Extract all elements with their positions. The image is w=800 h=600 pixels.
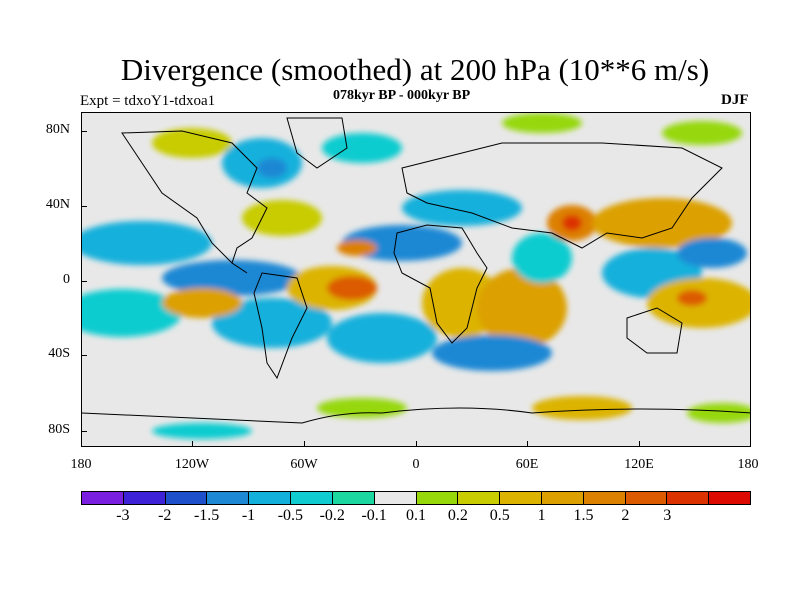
x-tick — [527, 441, 528, 447]
divergence-map — [81, 112, 751, 447]
colorbar-label: -0.1 — [361, 507, 387, 524]
field-patch — [82, 289, 182, 337]
y-tick — [81, 281, 87, 282]
colorbar-label: 0.2 — [447, 507, 468, 524]
field-patch — [327, 313, 437, 363]
colorbar-box — [416, 492, 459, 504]
colorbar-box — [82, 492, 124, 504]
lat-label-40s: 40S — [48, 346, 70, 361]
x-tick — [192, 441, 193, 447]
field-patch — [532, 396, 632, 420]
lat-label-40n: 40N — [45, 197, 70, 212]
lon-label-120w: 120W — [174, 457, 210, 472]
season-label: DJF — [721, 92, 749, 108]
field-patch — [562, 215, 582, 231]
field-patch — [162, 260, 302, 296]
lon-label-180e: 180 — [737, 457, 759, 472]
field-patch — [152, 128, 232, 158]
y-tick — [81, 431, 87, 432]
lat-label-equator: 0 — [63, 272, 70, 287]
colorbar-label: -0.5 — [277, 507, 304, 524]
colorbar-box — [458, 492, 501, 504]
colorbar-label: 1 — [537, 507, 546, 524]
y-tick — [81, 131, 87, 132]
coastlines — [82, 117, 750, 424]
lon-label-60e: 60E — [515, 457, 539, 472]
field-patch — [322, 133, 402, 163]
field-patch — [677, 290, 707, 306]
colorbar-box — [625, 492, 668, 504]
eurasia-outline — [401, 142, 723, 249]
colorbar-box — [165, 492, 208, 504]
field-patch — [687, 403, 750, 423]
field-patch — [162, 288, 242, 318]
colorbar-label: -1.5 — [193, 507, 220, 524]
colorbar-box — [667, 492, 710, 504]
colorbar-box — [291, 492, 333, 504]
y-tick — [81, 355, 87, 356]
colorbar-box — [541, 492, 584, 504]
africa-outline — [393, 224, 488, 344]
field-patch — [317, 398, 407, 418]
colorbar-label: 0.5 — [489, 507, 510, 524]
y-tick — [81, 206, 87, 207]
lon-label-60w: 60W — [290, 457, 318, 472]
north-america-outline — [121, 130, 268, 274]
x-tick — [304, 441, 305, 447]
field-patch — [212, 298, 332, 348]
field-patch — [257, 158, 287, 178]
colorbar-box — [332, 492, 375, 504]
experiment-label: Expt = tdxoY1-tdxoa1 — [80, 93, 216, 109]
field-patch — [327, 276, 377, 300]
colorbar-label: 3 — [663, 507, 672, 524]
colorbar-box — [207, 492, 250, 504]
x-tick — [416, 441, 417, 447]
field-patch — [477, 268, 567, 348]
field-patch — [502, 113, 582, 133]
colorbar-box — [709, 492, 750, 504]
colorbar-box — [583, 492, 626, 504]
field-patch — [152, 423, 252, 439]
field-patch — [512, 233, 572, 283]
colorbar-label: -3 — [116, 507, 130, 524]
colorbar-label: 2 — [621, 507, 630, 524]
colorbar-label: 0.1 — [406, 507, 426, 524]
lat-label-80n: 80N — [45, 122, 70, 137]
greenland-outline — [286, 117, 348, 169]
australia-outline — [626, 307, 683, 354]
colorbar-label: -1 — [241, 507, 256, 524]
colorbar-box — [123, 492, 166, 504]
colorbar-box — [374, 492, 417, 504]
colorbar-label: -0.2 — [319, 507, 345, 524]
south-america-outline — [253, 272, 308, 380]
colorbar — [81, 491, 751, 505]
field-patch — [677, 238, 747, 268]
lon-label-180w: 180 — [70, 457, 92, 472]
field-patch — [662, 121, 742, 145]
divergence-field — [82, 113, 750, 439]
field-patch — [242, 200, 322, 236]
chart-title: Divergence (smoothed) at 200 hPa (10**6 … — [120, 52, 710, 87]
colorbar-box — [500, 492, 542, 504]
colorbar-label: -2 — [158, 507, 172, 524]
lon-label-120e: 120E — [624, 457, 654, 472]
period-subtitle: 078kyr BP - 000kyr BP — [333, 88, 471, 103]
map-canvas — [82, 113, 750, 446]
colorbar-box — [249, 492, 292, 504]
lon-label-0: 0 — [412, 457, 420, 472]
field-patch — [82, 221, 212, 265]
field-patch — [337, 240, 377, 256]
x-tick — [639, 441, 640, 447]
antarctica-coast — [82, 407, 750, 424]
field-patch — [402, 190, 522, 226]
field-patch — [432, 335, 552, 371]
colorbar-label: 1.5 — [573, 507, 594, 524]
lat-label-80s: 80S — [48, 422, 70, 437]
